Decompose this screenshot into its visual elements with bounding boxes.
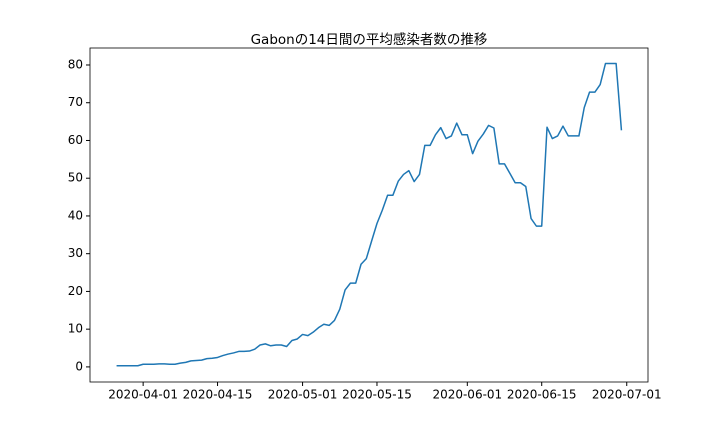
x-tick-label: 2020-04-15 bbox=[183, 388, 253, 402]
y-tick-label: 10 bbox=[68, 322, 83, 336]
y-tick-label: 60 bbox=[68, 133, 83, 147]
x-tick-label: 2020-05-01 bbox=[268, 388, 338, 402]
plot-frame bbox=[89, 47, 649, 383]
y-tick-label: 40 bbox=[68, 208, 83, 222]
x-tick-label: 2020-06-15 bbox=[507, 388, 577, 402]
x-tick-label: 2020-04-01 bbox=[108, 388, 178, 402]
y-tick-label: 70 bbox=[68, 95, 83, 109]
y-tick-label: 20 bbox=[68, 284, 83, 298]
line bbox=[116, 62, 623, 367]
x-tick-label: 2020-07-01 bbox=[592, 388, 662, 402]
y-tick-label: 30 bbox=[68, 246, 83, 260]
x-tick-label: 2020-06-01 bbox=[432, 388, 502, 402]
chart-title: Gabonの14日間の平均感染者数の推移 bbox=[251, 31, 488, 48]
y-tick-label: 80 bbox=[68, 57, 83, 71]
y-tick-label: 50 bbox=[68, 171, 83, 185]
y-tick-label: 0 bbox=[75, 359, 83, 373]
x-tick-label: 2020-05-15 bbox=[342, 388, 412, 402]
